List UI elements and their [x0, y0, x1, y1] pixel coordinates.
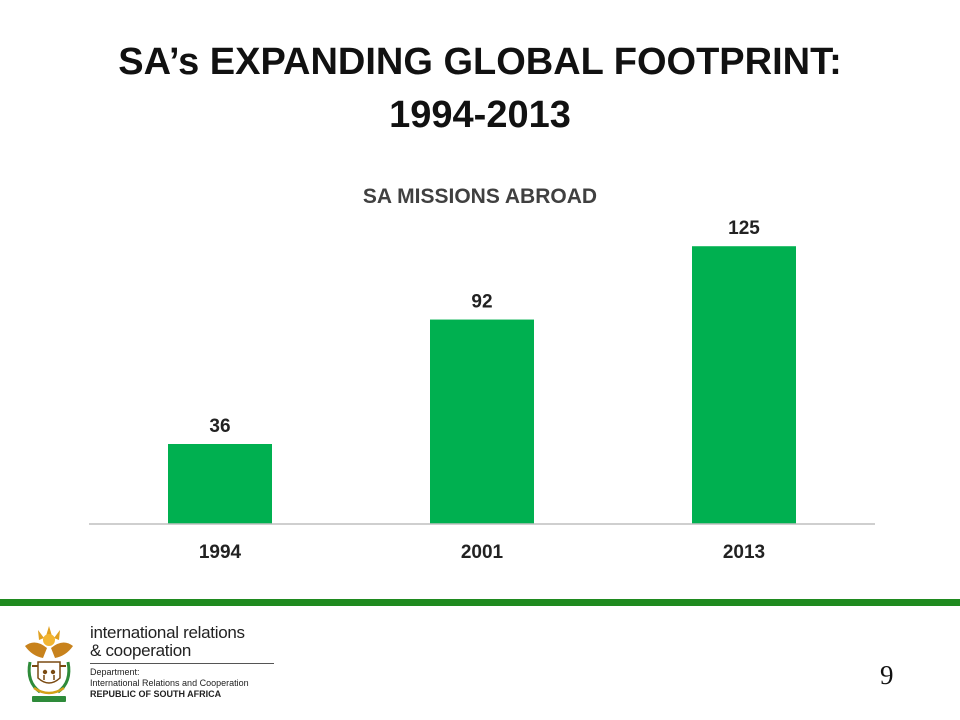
dept-name: International Relations and Cooperation	[90, 678, 249, 688]
department-text: Department: International Relations and …	[90, 667, 249, 700]
x-tick-label-1994: 1994	[199, 542, 242, 563]
x-tick-label-2013: 2013	[723, 542, 765, 563]
org-name: international relations & cooperation	[90, 624, 245, 660]
chart-title: SA MISSIONS ABROAD	[362, 185, 598, 208]
slide-title-line1: SA’s EXPANDING GLOBAL FOOTPRINT:	[118, 41, 842, 83]
labels-layer: 36 1994 92 2001 125 2013	[199, 218, 765, 563]
bars-layer	[168, 246, 796, 524]
country-name: REPUBLIC OF SOUTH AFRICA	[90, 689, 222, 699]
coat-of-arms-icon	[25, 626, 73, 702]
dept-label: Department:	[90, 667, 140, 677]
x-tick-label-2001: 2001	[461, 542, 504, 563]
org-name-line2: & cooperation	[90, 641, 192, 660]
slide-title-line2: 1994-2013	[389, 94, 571, 136]
footer-stripe	[0, 599, 960, 606]
bar-2001	[430, 319, 534, 524]
department-logo: international relations & cooperation De…	[20, 622, 320, 710]
page-number: 9	[880, 660, 894, 690]
data-label-2013: 125	[728, 218, 760, 239]
org-name-line1: international relations	[90, 623, 245, 642]
data-label-2001: 92	[471, 292, 492, 313]
org-divider	[90, 663, 274, 664]
data-label-1994: 36	[209, 416, 230, 437]
slide-title: SA’s EXPANDING GLOBAL FOOTPRINT: 1994-20…	[0, 36, 960, 142]
bar-1994	[168, 444, 272, 524]
bar-2013	[692, 246, 796, 524]
